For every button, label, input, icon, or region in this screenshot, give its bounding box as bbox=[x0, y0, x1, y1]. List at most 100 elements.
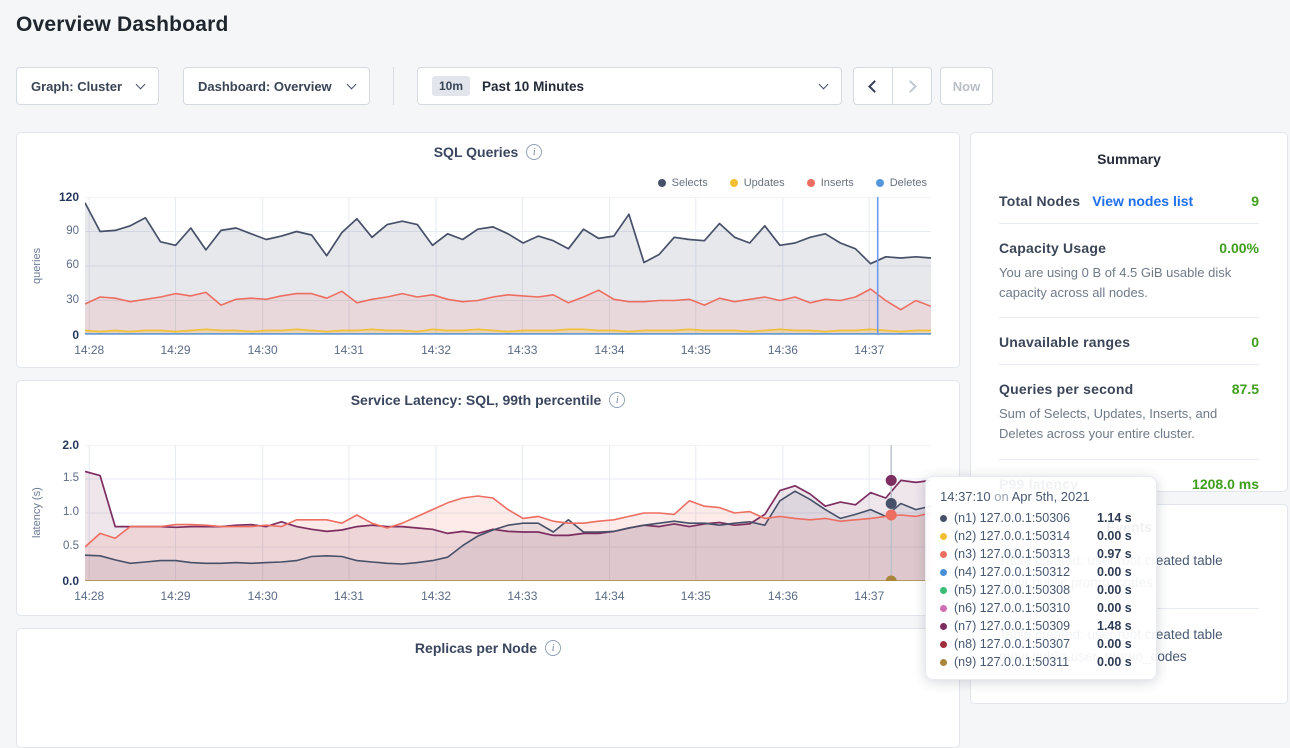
y-axis-tick: 0.5 bbox=[37, 540, 79, 552]
time-range-dropdown[interactable]: 10m Past 10 Minutes bbox=[417, 67, 842, 105]
divider bbox=[999, 364, 1259, 365]
summary-heading: Summary bbox=[999, 151, 1259, 167]
p99-latency-value: 1208.0 ms bbox=[1192, 476, 1259, 492]
x-axis-tick: 14:32 bbox=[414, 589, 458, 603]
x-axis-tick: 14:36 bbox=[761, 589, 805, 603]
chart-hover-tooltip: 14:37:10 on Apr 5th, 2021 (n1) 127.0.0.1… bbox=[925, 476, 1157, 680]
chevron-right-icon bbox=[904, 80, 917, 93]
y-axis-tick: 1.5 bbox=[37, 472, 79, 484]
node-color-dot-icon bbox=[940, 551, 947, 558]
time-next-button[interactable] bbox=[892, 67, 932, 105]
controls-divider bbox=[393, 67, 394, 105]
tooltip-node-row: (n4) 127.0.0.1:503120.00 s bbox=[940, 563, 1142, 581]
info-icon[interactable]: i bbox=[609, 392, 625, 408]
divider bbox=[999, 223, 1259, 224]
y-axis-tick: 30 bbox=[37, 294, 79, 306]
legend-dot-icon bbox=[807, 179, 815, 187]
chart-plot-area[interactable] bbox=[85, 445, 931, 581]
legend-item: Inserts bbox=[807, 177, 854, 189]
x-axis-tick: 14:28 bbox=[67, 343, 111, 357]
chart-legend: Selects Updates Inserts Deletes bbox=[658, 177, 927, 189]
qps-desc: Sum of Selects, Updates, Inserts, and De… bbox=[999, 404, 1259, 444]
x-axis-tick: 14:35 bbox=[674, 343, 718, 357]
x-axis-tick: 14:28 bbox=[67, 589, 111, 603]
divider bbox=[999, 317, 1259, 318]
now-button[interactable]: Now bbox=[940, 67, 993, 105]
y-axis-tick: 1.0 bbox=[37, 506, 79, 518]
x-axis-tick: 14:36 bbox=[761, 343, 805, 357]
y-axis-tick: 0 bbox=[37, 328, 79, 342]
time-range-badge: 10m bbox=[432, 76, 470, 96]
tooltip-node-row: (n6) 127.0.0.1:503100.00 s bbox=[940, 599, 1142, 617]
replicas-chart-panel: Replicas per Node i bbox=[16, 628, 960, 748]
chart-title: Replicas per Node bbox=[415, 640, 537, 656]
time-prev-button[interactable] bbox=[853, 67, 893, 105]
qps-label: Queries per second bbox=[999, 381, 1133, 397]
node-color-dot-icon bbox=[940, 659, 947, 666]
capacity-usage-desc: You are using 0 B of 4.5 GiB usable disk… bbox=[999, 263, 1259, 303]
y-axis-tick: 60 bbox=[37, 259, 79, 271]
x-axis-tick: 14:29 bbox=[154, 343, 198, 357]
x-axis-tick: 14:31 bbox=[327, 589, 371, 603]
total-nodes-label: Total Nodes bbox=[999, 193, 1080, 209]
graph-dropdown-label: Graph: Cluster bbox=[31, 79, 122, 94]
tooltip-node-row: (n5) 127.0.0.1:503080.00 s bbox=[940, 581, 1142, 599]
info-icon[interactable]: i bbox=[545, 640, 561, 656]
capacity-usage-value: 0.00% bbox=[1219, 240, 1259, 256]
capacity-usage-label: Capacity Usage bbox=[999, 240, 1106, 256]
chart-plot-area[interactable] bbox=[85, 197, 931, 335]
y-axis-tick: 0.0 bbox=[37, 574, 79, 588]
tooltip-node-row: (n1) 127.0.0.1:503061.14 s bbox=[940, 509, 1142, 527]
tooltip-node-row: (n9) 127.0.0.1:503110.00 s bbox=[940, 653, 1142, 671]
chevron-down-icon bbox=[136, 80, 146, 90]
x-axis-tick: 14:29 bbox=[154, 589, 198, 603]
tooltip-node-row: (n3) 127.0.0.1:503130.97 s bbox=[940, 545, 1142, 563]
legend-dot-icon bbox=[876, 179, 884, 187]
x-axis-tick: 14:35 bbox=[674, 589, 718, 603]
x-axis-tick: 14:30 bbox=[241, 589, 285, 603]
time-range-label: Past 10 Minutes bbox=[482, 79, 820, 94]
node-color-dot-icon bbox=[940, 605, 947, 612]
x-axis-tick: 14:32 bbox=[414, 343, 458, 357]
dashboard-dropdown[interactable]: Dashboard: Overview bbox=[183, 67, 370, 105]
x-axis-tick: 14:37 bbox=[847, 343, 891, 357]
now-button-label: Now bbox=[953, 79, 980, 94]
service-latency-chart-panel: Service Latency: SQL, 99th percentile i … bbox=[16, 380, 960, 616]
tooltip-node-row: (n2) 127.0.0.1:503140.00 s bbox=[940, 527, 1142, 545]
node-color-dot-icon bbox=[940, 623, 947, 630]
chevron-left-icon bbox=[868, 80, 881, 93]
chevron-down-icon bbox=[819, 80, 829, 90]
legend-dot-icon bbox=[730, 179, 738, 187]
x-axis-tick: 14:30 bbox=[241, 343, 285, 357]
x-axis-tick: 14:37 bbox=[847, 589, 891, 603]
summary-panel: Summary Total Nodes View nodes list 9 Ca… bbox=[970, 132, 1288, 492]
page-title: Overview Dashboard bbox=[16, 13, 229, 37]
legend-item: Updates bbox=[730, 177, 785, 189]
legend-item: Deletes bbox=[876, 177, 927, 189]
view-nodes-list-link[interactable]: View nodes list bbox=[1092, 193, 1193, 209]
x-axis-tick: 14:34 bbox=[588, 589, 632, 603]
unavailable-ranges-value: 0 bbox=[1251, 334, 1259, 350]
total-nodes-value: 9 bbox=[1251, 193, 1259, 209]
graph-dropdown[interactable]: Graph: Cluster bbox=[16, 67, 159, 105]
tooltip-timestamp: 14:37:10 on Apr 5th, 2021 bbox=[940, 489, 1142, 504]
tooltip-node-row: (n7) 127.0.0.1:503091.48 s bbox=[940, 617, 1142, 635]
unavailable-ranges-label: Unavailable ranges bbox=[999, 334, 1130, 350]
dashboard-dropdown-label: Dashboard: Overview bbox=[198, 79, 332, 94]
y-axis-tick: 120 bbox=[37, 190, 79, 204]
node-color-dot-icon bbox=[940, 533, 947, 540]
legend-dot-icon bbox=[658, 179, 666, 187]
sql-queries-chart-panel: SQL Queries i Selects Updates Inserts Delet… bbox=[16, 132, 960, 368]
legend-item: Selects bbox=[658, 177, 708, 189]
x-axis-tick: 14:31 bbox=[327, 343, 371, 357]
x-axis-tick: 14:34 bbox=[588, 343, 632, 357]
info-icon[interactable]: i bbox=[526, 144, 542, 160]
qps-value: 87.5 bbox=[1232, 381, 1259, 397]
y-axis-tick: 90 bbox=[37, 225, 79, 237]
tooltip-node-row: (n8) 127.0.0.1:503070.00 s bbox=[940, 635, 1142, 653]
chart-title: Service Latency: SQL, 99th percentile bbox=[351, 392, 602, 408]
y-axis-tick: 2.0 bbox=[37, 438, 79, 452]
x-axis-tick: 14:33 bbox=[500, 589, 544, 603]
x-axis-tick: 14:33 bbox=[500, 343, 544, 357]
chart-title: SQL Queries bbox=[434, 144, 519, 160]
